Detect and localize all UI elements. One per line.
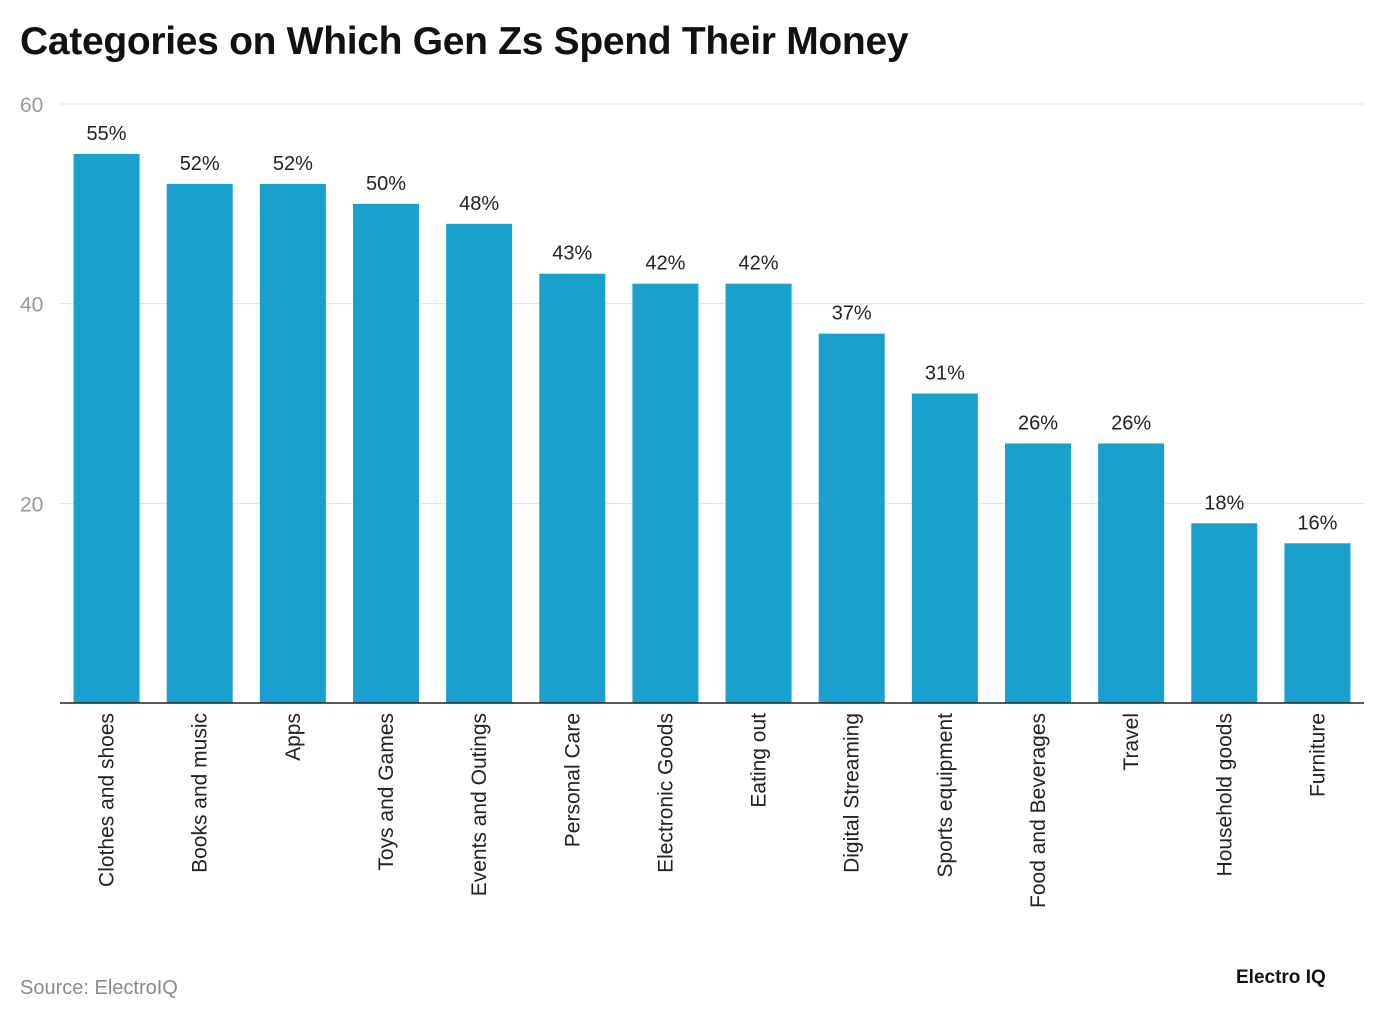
bar: [259, 183, 326, 703]
x-tick-label: Furniture: [1306, 713, 1329, 797]
x-tick-label: Food and Beverages: [1027, 713, 1050, 908]
bar: [632, 283, 699, 703]
x-tick-label: Books and music: [189, 713, 212, 873]
x-tick-label: Clothes and shoes: [96, 713, 119, 887]
bar: [818, 333, 885, 703]
x-tick-label: Digital Streaming: [841, 713, 864, 873]
x-tick-label: Travel: [1120, 713, 1143, 771]
bar: [1284, 543, 1351, 703]
data-label: 43%: [552, 243, 592, 265]
data-label: 18%: [1204, 492, 1244, 514]
data-label: 52%: [273, 153, 313, 175]
x-tick-label: Eating out: [748, 713, 771, 808]
data-label: 42%: [739, 253, 779, 275]
x-tick-label: Toys and Games: [375, 713, 398, 871]
bar: [446, 223, 513, 704]
y-tick-label: 60: [20, 94, 43, 117]
x-tick-label: Apps: [282, 713, 305, 761]
data-label: 26%: [1018, 412, 1058, 434]
bar: [1191, 523, 1258, 703]
x-tick-label: Sports equipment: [934, 713, 957, 878]
data-label: 55%: [87, 123, 127, 145]
data-label: 37%: [832, 303, 872, 325]
bar: [166, 183, 233, 703]
bar: [353, 203, 419, 704]
y-tick-label: 40: [20, 294, 43, 317]
brand-logo: Electro IQ: [1236, 967, 1326, 988]
source-note: Source: ElectroIQ: [20, 977, 178, 999]
data-label: 52%: [180, 153, 220, 175]
bar: [1005, 443, 1071, 703]
y-tick-label: 20: [20, 493, 43, 516]
data-label: 16%: [1297, 512, 1337, 534]
data-label: 26%: [1111, 412, 1151, 434]
x-tick-label: Personal Care: [561, 713, 584, 847]
x-tick-label: Household goods: [1213, 713, 1236, 876]
bar: [73, 153, 140, 703]
x-tick-label: Events and Outings: [468, 713, 491, 896]
x-tick-label: Electronic Goods: [654, 713, 677, 873]
data-label: 31%: [925, 363, 965, 385]
data-label: 42%: [645, 253, 685, 275]
bar: [539, 273, 606, 703]
data-label: 48%: [459, 193, 499, 215]
bar: [911, 393, 978, 703]
chart-title: Categories on Which Gen Zs Spend Their M…: [20, 20, 909, 63]
bar: [725, 283, 792, 703]
data-label: 50%: [366, 173, 406, 195]
bar: [1098, 443, 1165, 703]
